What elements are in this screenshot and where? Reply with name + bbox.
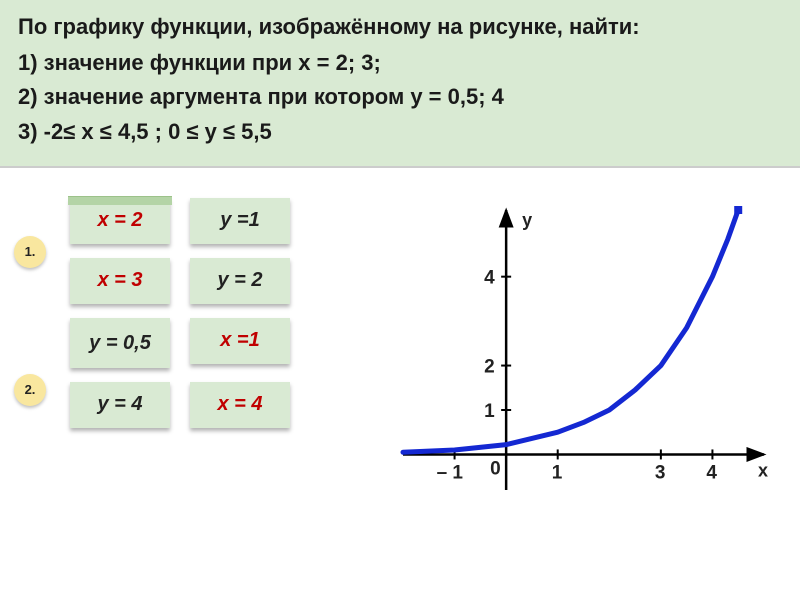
function-chart: x y 0 – 1 1 3 4 1 2 4 <box>358 198 778 528</box>
answer-row-3: y = 0,5 x =1 <box>70 318 358 368</box>
cell-x2: x = 2 <box>70 198 170 244</box>
svg-text:4: 4 <box>484 267 495 288</box>
answer-row-4: y = 4 x = 4 <box>70 382 358 428</box>
cell-y05: y = 0,5 <box>70 318 170 368</box>
svg-text:1: 1 <box>484 401 495 422</box>
answer-panel: 1. 2. x = 2 y =1 x = 3 y = 2 y = 0,5 x =… <box>0 198 358 528</box>
svg-text:0: 0 <box>490 458 501 479</box>
svg-text:4: 4 <box>706 462 717 483</box>
badge-2: 2. <box>14 374 46 406</box>
cell-y2: y = 2 <box>190 258 290 304</box>
chart-panel: x y 0 – 1 1 3 4 1 2 4 <box>358 198 800 528</box>
cell-x1: x =1 <box>190 318 290 364</box>
svg-text:– 1: – 1 <box>437 462 464 483</box>
svg-text:3: 3 <box>655 462 666 483</box>
svg-text:y: y <box>522 210 532 230</box>
cell-y1: y =1 <box>190 198 290 244</box>
svg-text:2: 2 <box>484 356 495 377</box>
answer-row-2: x = 3 y = 2 <box>70 258 358 304</box>
cell-x4: x = 4 <box>190 382 290 428</box>
problem-title: По графику функции, изображённому на рис… <box>18 12 782 42</box>
badge-1: 1. <box>14 236 46 268</box>
problem-header: По графику функции, изображённому на рис… <box>0 0 800 168</box>
problem-line-2: 2) значение аргумента при котором y = 0,… <box>18 82 782 112</box>
svg-text:x: x <box>758 460 768 480</box>
cell-x3: x = 3 <box>70 258 170 304</box>
problem-line-1: 1) значение функции при x = 2; 3; <box>18 48 782 78</box>
answer-row-1: x = 2 y =1 <box>70 198 358 244</box>
svg-text:1: 1 <box>552 462 563 483</box>
problem-line-3: 3) -2≤ x ≤ 4,5 ; 0 ≤ y ≤ 5,5 <box>18 117 782 147</box>
cell-y4: y = 4 <box>70 382 170 428</box>
